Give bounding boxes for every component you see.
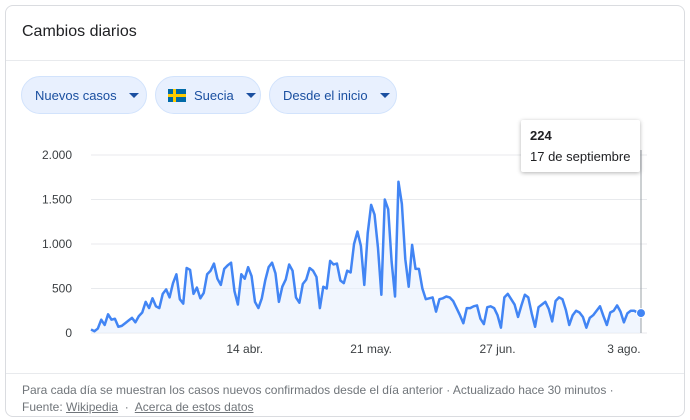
wikipedia-link[interactable]: Wikipedia	[66, 400, 119, 414]
tooltip-date: 17 de septiembre	[530, 149, 631, 164]
range-dropdown-label: Desde el inicio	[283, 87, 368, 103]
series-line	[90, 180, 642, 333]
x-tick-label: 3 ago.	[607, 342, 640, 356]
series-area	[91, 181, 641, 333]
chevron-down-icon	[379, 92, 390, 98]
footer-separator: ·	[124, 400, 129, 414]
y-tick-label: 500	[52, 282, 72, 296]
metric-dropdown[interactable]: Nuevos casos	[21, 76, 147, 114]
x-tick-label: 14 abr.	[226, 342, 263, 356]
y-tick-label: 1.000	[42, 237, 72, 251]
y-tick-label: 1.500	[42, 193, 72, 207]
tooltip-value: 224	[530, 128, 552, 143]
source-label: Fuente:	[22, 400, 63, 414]
range-dropdown[interactable]: Desde el inicio	[269, 76, 397, 114]
hover-point	[636, 308, 646, 319]
country-dropdown[interactable]: Suecia	[155, 76, 261, 114]
footer-note: Para cada día se muestran los casos nuev…	[22, 383, 614, 397]
chevron-down-icon	[245, 92, 256, 98]
about-data-link[interactable]: Acerca de estos datos	[134, 400, 254, 414]
header-divider	[6, 60, 684, 61]
x-tick-label: 21 may.	[350, 342, 392, 356]
daily-changes-card: Cambios diarios Nuevos casos Suecia Desd…	[5, 5, 685, 417]
country-dropdown-label: Suecia	[194, 87, 234, 103]
footer-divider	[6, 373, 684, 374]
y-tick-label: 2.000	[42, 148, 72, 162]
chevron-down-icon	[128, 92, 139, 98]
x-tick-label: 27 jun.	[480, 342, 516, 356]
chart-tooltip: 224 17 de septiembre	[521, 120, 640, 172]
footer-text: Para cada día se muestran los casos nuev…	[22, 382, 672, 416]
metric-dropdown-label: Nuevos casos	[35, 87, 117, 103]
card-title: Cambios diarios	[22, 23, 137, 40]
y-tick-label: 0	[65, 326, 72, 340]
sweden-flag-icon	[168, 88, 186, 102]
